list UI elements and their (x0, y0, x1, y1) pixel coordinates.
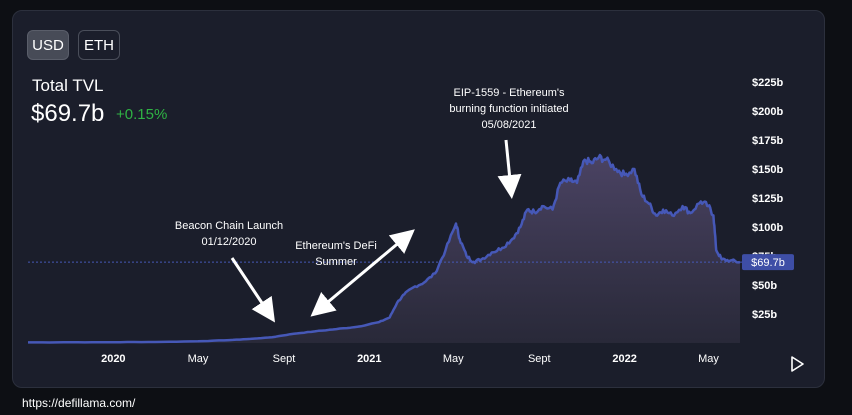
x-tick-label: May (698, 353, 719, 365)
tvl-area-fill (28, 155, 740, 343)
annotation-defi-arrow (310, 229, 415, 317)
play-icon[interactable] (788, 355, 806, 373)
annotation-eip-line-1: EIP-1559 - Ethereum's (454, 87, 565, 99)
y-tick-label: $50b (752, 280, 777, 292)
x-tick-label: Sept (528, 353, 551, 365)
y-tick-label: $200b (752, 106, 783, 118)
y-tick-label: $100b (752, 222, 783, 234)
y-axis: $25b$50b$75b$100b$125b$150b$175b$200b$22… (752, 77, 783, 321)
source-url[interactable]: https://defillama.com/ (22, 396, 136, 410)
y-tick-label: $225b (752, 77, 783, 89)
annotation-beacon-line-1: Beacon Chain Launch (175, 220, 283, 232)
annotation-eip1559: EIP-1559 - Ethereum's burning function i… (449, 87, 569, 199)
eth-toggle-button[interactable]: ETH (78, 30, 120, 60)
x-tick-label: May (443, 353, 464, 365)
annotation-beacon-line-2: 01/12/2020 (201, 236, 256, 248)
usd-toggle-button[interactable]: USD (27, 30, 69, 60)
current-value-badge-label: $69.7b (751, 257, 785, 269)
total-tvl-value: $69.7b (31, 100, 105, 127)
annotation-defi-summer: Ethereum's DeFi Summer (295, 229, 415, 317)
y-tick-label: $150b (752, 164, 783, 176)
x-tick-label: 2021 (357, 353, 381, 365)
annotation-beacon-arrow (230, 257, 275, 323)
annotation-beacon-chain: Beacon Chain Launch 01/12/2020 (175, 220, 283, 323)
y-tick-label: $125b (752, 193, 783, 205)
current-value-badge-bg (742, 254, 794, 271)
annotation-defi-line-2: Summer (315, 256, 357, 268)
tvl-series-line (28, 153, 741, 344)
current-value-badge: $69.7b (742, 254, 794, 271)
annotation-eip-line-3: 05/08/2021 (481, 119, 536, 131)
x-tick-label: May (188, 353, 209, 365)
x-axis: 2020 May Sept 2021 May Sept 2022 May (101, 353, 719, 365)
x-tick-label: 2022 (612, 353, 636, 365)
annotation-eip-arrow (497, 139, 522, 199)
annotation-eip-line-2: burning function initiated (449, 103, 568, 115)
total-tvl-label: Total TVL (32, 76, 104, 95)
y-tick-label: $175b (752, 135, 783, 147)
y-tick-label: $25b (752, 309, 777, 321)
x-tick-label: 2020 (101, 353, 125, 365)
tvl-change-percent: +0.15% (116, 106, 168, 123)
x-tick-label: Sept (273, 353, 296, 365)
annotation-defi-line-1: Ethereum's DeFi (295, 240, 377, 252)
